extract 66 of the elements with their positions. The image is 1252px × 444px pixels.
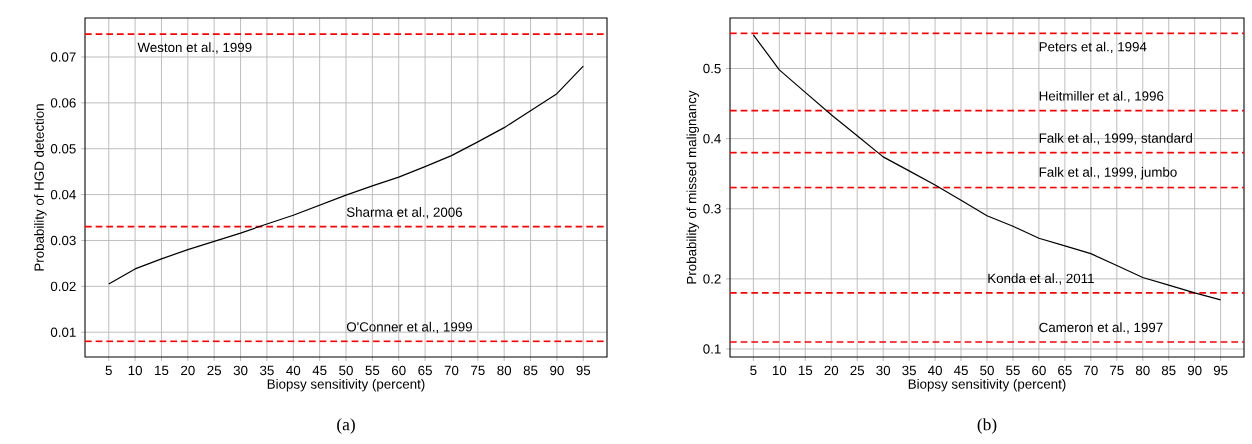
x-tick-label: 25 xyxy=(207,365,222,376)
ref-line-label: Cameron et al., 1997 xyxy=(1039,322,1163,334)
x-tick-label: 90 xyxy=(1187,365,1202,376)
x-tick-label: 20 xyxy=(181,365,195,376)
x-tick-label: 50 xyxy=(980,365,994,376)
x-tick-label: 75 xyxy=(1110,365,1124,376)
x-tick-label: 45 xyxy=(953,365,968,376)
y-axis-title: Probability of missed malignancy xyxy=(686,90,699,284)
x-tick-label: 10 xyxy=(772,365,787,376)
y-tick-label: 0.07 xyxy=(50,52,76,62)
x-tick-label: 75 xyxy=(471,365,485,376)
y-tick-label: 0.2 xyxy=(703,274,721,284)
x-tick-label: 50 xyxy=(339,365,353,376)
x-tick-label: 30 xyxy=(233,365,248,376)
y-tick-label: 0.04 xyxy=(50,189,76,200)
x-tick-label: 15 xyxy=(155,365,169,376)
line-series xyxy=(752,34,1222,301)
ref-line-label: O'Conner et al., 1999 xyxy=(346,321,472,334)
ref-line-label: Konda et al., 2011 xyxy=(988,273,1094,285)
ref-line-label: Heitmiller et al., 1996 xyxy=(1039,90,1164,103)
x-tick-label: 35 xyxy=(260,365,274,376)
ref-line-label: Peters et al., 1994 xyxy=(1039,41,1147,54)
x-tick-label: 5 xyxy=(750,365,757,376)
ref-line-label: Falk et al., 1999, standard xyxy=(1039,133,1192,145)
x-tick-label: 45 xyxy=(312,365,327,376)
x-tick-label: 55 xyxy=(365,365,380,376)
x-tick-label: 20 xyxy=(824,365,839,376)
x-tick-label: 95 xyxy=(1213,365,1228,376)
x-tick-label: 5 xyxy=(105,365,112,376)
y-tick-label: 0.02 xyxy=(50,281,76,292)
x-tick-label: 40 xyxy=(927,365,942,376)
x-tick-label: 80 xyxy=(497,365,512,376)
x-axis-title: Biopsy sensitivity (percent) xyxy=(267,378,425,392)
x-tick-label: 55 xyxy=(1006,365,1020,376)
x-tick-label: 70 xyxy=(444,365,459,376)
ref-line-label: Sharma et al., 2006 xyxy=(346,207,463,219)
x-tick-label: 25 xyxy=(850,365,865,376)
y-tick-label: 0.03 xyxy=(50,235,76,246)
x-axis-title: Biopsy sensitivity (percent) xyxy=(908,378,1066,392)
y-tick-label: 0.4 xyxy=(703,133,721,144)
x-tick-label: 10 xyxy=(128,365,142,376)
y-tick-label: 0.1 xyxy=(703,344,721,354)
x-tick-label: 85 xyxy=(1161,365,1176,376)
x-tick-label: 35 xyxy=(902,365,916,376)
text: (a) xyxy=(337,418,355,434)
x-tick-label: 65 xyxy=(1058,365,1072,376)
x-tick-label: 40 xyxy=(286,365,301,376)
x-tick-label: 80 xyxy=(1135,365,1150,376)
y-tick-label: 0.06 xyxy=(50,98,76,108)
x-tick-label: 65 xyxy=(418,365,432,376)
text: (b) xyxy=(977,418,997,434)
y-tick-label: 0.5 xyxy=(703,63,721,74)
x-tick-label: 95 xyxy=(576,365,591,376)
ref-line-label: Falk et al., 1999, jumbo xyxy=(1039,167,1177,180)
x-tick-label: 85 xyxy=(523,365,538,376)
x-tick-label: 70 xyxy=(1084,365,1098,376)
x-tick-label: 60 xyxy=(391,365,406,376)
y-tick-label: 0.05 xyxy=(50,144,76,154)
ref-line-label: Weston et al., 1999 xyxy=(137,42,252,54)
y-tick-label: 0.3 xyxy=(703,204,721,214)
x-tick-label: 30 xyxy=(876,365,891,376)
y-tick-label: 0.01 xyxy=(50,327,76,337)
x-tick-label: 90 xyxy=(550,365,564,376)
x-tick-label: 15 xyxy=(798,365,813,376)
x-tick-label: 60 xyxy=(1032,365,1046,376)
y-axis-title: Probability of HGD detection xyxy=(34,104,47,271)
